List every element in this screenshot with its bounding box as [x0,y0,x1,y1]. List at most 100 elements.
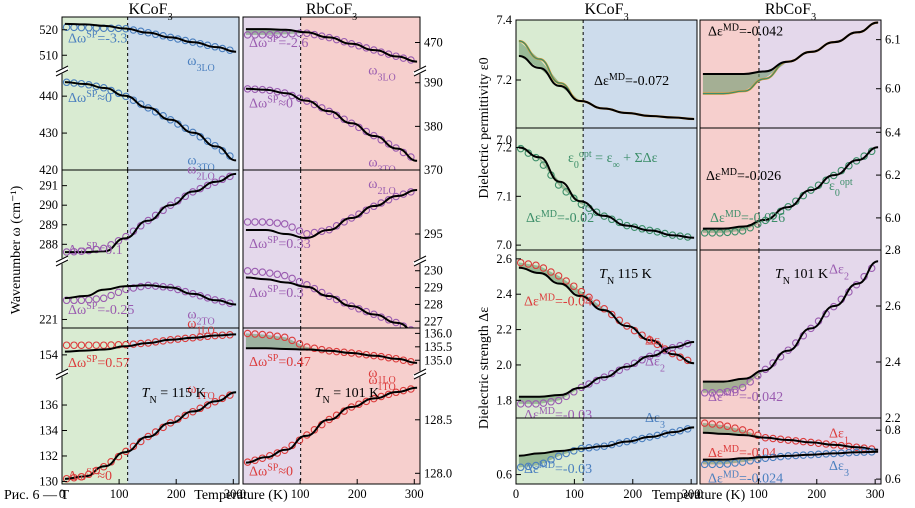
panel-k-deps-Δε1-point [562,277,570,285]
panel-k-lo1-xtick-label: 300 [224,487,243,501]
panel-k-lo3-seg0-ytick-label: 520 [39,23,58,37]
panel-rb-lo1-LO1-note: ΔωSP=0.47 [249,353,311,371]
panel-rb-lo3-break-bg [412,65,428,77]
panel-rb-eps0opt-point [769,212,777,220]
panel-k-deps-Δε1-note: ΔεMD=-0.04 [524,292,592,310]
panel-k-lo3-TO3-point [151,108,160,116]
panel-k-lo2-LO2-point [203,181,212,190]
panel-k-lo3-break-mark [55,65,69,73]
panel-rb-lo1-seg1-ytick-label: 128.5 [424,413,452,427]
panel-k-deps-Δε1-point [532,261,540,270]
panel-rb-deps3-Δε1-point [723,422,732,431]
panel-k-deps3-Δε3-point [570,447,578,455]
panel-rb-deps3-Δε1-point [708,420,717,428]
panel-rb-lo2-TO2-point [280,271,289,280]
panel-k-lo3-TO3-label: ω3TO [187,153,214,173]
panel-k-lo3-TO3-fit-line [64,81,237,162]
panel-rb-lo2-LO2-note: ΔωSP=0.33 [249,235,311,253]
panel-rb-deps3-frame [699,417,882,485]
panel-k-lo2-TO2-point [85,296,93,304]
panel-k-lo2-LO2-label: ω2LO [187,163,215,183]
panel-rb-eps0opt-point [731,227,739,236]
panel-k-lo1-LO1-fit-line [64,333,237,353]
panel-k-lo1-seg1-ytick-label: 132 [39,449,58,463]
panel-k-lo1-break-mark [55,372,69,380]
panel-rb-lo3-TO3-point [362,127,371,136]
panel-rb-eps0opt-point [860,152,868,160]
panel-k-eps0opt-ytick-label: 7.0 [496,238,512,252]
panel-rb-lo2-LO2-point [251,218,259,226]
panel-rb-lo1-LO1-point [243,329,252,338]
panel-k-lo1-xtick-label: 100 [110,487,129,501]
panel-rb-deps3-Δε1-point [754,431,762,440]
panel-rb-deps3-Δε1-point [700,419,709,427]
panel-rb-lo1-TO1-point [332,411,341,420]
panel-rb-lo1-TO1-point [251,456,259,464]
panel-k-lo3-TO3-point [203,137,212,145]
panel-rb-eps0opt-ytick-label: 6.2 [885,168,901,182]
panel-k-lo2-LO2-point [114,237,123,245]
panel-rb-lo1-LO1-point [273,332,282,341]
panel-rb-deps3-xtick-label: 100 [749,487,768,501]
panel-rb-lo2-LO2-point [295,227,304,235]
panel-k-lo2-TO2-point [92,295,101,303]
panel-k-lo2-seg1-ytick-label: 221 [39,312,58,326]
panel-rb-lo3-seg1-ytick-label: 390 [424,76,443,90]
panel-rb-lo2-pm-shade [300,170,420,328]
right-ylabel-bottom: Dielectric strength Δε [477,307,492,429]
panel-rb-lo3-TO3-point [332,111,341,120]
panel-k-eps0-note: ΔεMD=-0.072 [594,72,669,90]
panel-k-lo1-LO1-point [62,341,71,349]
panel-rb-lo3-LO3-point [266,30,274,39]
panel-rb-lo3-LO3-point [258,31,267,39]
panel-rb-deps-tn-label: TN 101 K [775,267,828,287]
panel-k-lo1-LO1-point [77,341,86,349]
panel-k-deps3-Δε3-point [516,463,525,472]
panel-rb-deps3-Δε3-point [708,460,717,469]
panel-rb-lo2-seg1-ytick-label: 229 [424,281,443,295]
left-title-rbcof3: RbCoF3 [306,1,357,23]
right-title-rbcof3: RbCoF3 [765,1,816,23]
panel-rb-lo3-seg1-ytick-label: 380 [424,119,443,133]
panel-rb-eps0opt-point [708,229,717,237]
panel-rb-lo3-seg0-ytick-label: 470 [424,36,443,50]
panel-k-deps-Δε2-point [539,399,548,407]
panel-k-deps3-xtick-label: 200 [623,487,642,501]
panel-rb-lo2-TO2-point [295,277,304,286]
panel-rb-lo1-frame [242,327,421,485]
panel-k-lo2-LO2-point [92,245,101,254]
panel-k-deps3-Δε3-point [524,462,533,471]
panel-k-lo1-LO1-label: ω1LO [187,317,215,337]
panel-rb-lo1-TO1-label: ω1TO [368,373,395,393]
panel-k-lo3-seg1-ytick-label: 420 [39,163,58,177]
panel-rb-deps3-Δε3-point [700,460,709,469]
panel-rb-eps0opt-note2: ΔεMD=-0.026 [706,167,781,185]
panel-rb-deps-Δε2-point [723,387,732,396]
panel-k-lo1-break-mark [55,368,69,376]
panel-k-lo1-LO1-point [114,341,123,349]
panel-rb-lo1-xtick-label: 0 [240,487,246,501]
panel-k-eps0-fit-line [518,55,695,120]
panel-k-deps-tn-label: TN 115 K [599,267,652,287]
panel-k-deps-Δε1-point [516,258,525,267]
panel-k-lo1-frame [61,327,240,485]
panel-k-deps-ytick-label: 2.0 [496,358,512,372]
panel-rb-deps3-xtick-label: 300 [866,487,885,501]
panel-k-deps-Δε2-label: Δε2 [645,354,665,374]
panel-rb-lo1-seg0-ytick-label: 136.0 [424,326,452,340]
panel-rb-lo2-TO2-point [303,281,311,289]
panel-rb-deps-Δε2-point [716,389,724,397]
panel-rb-lo1-seg1-ytick-label: 128.0 [424,466,452,480]
panel-k-lo1-seg1-ytick-label: 134 [39,424,59,438]
panel-k-deps3-Δε3-point [554,452,563,461]
panel-k-deps-Δε2-fit-line [518,341,695,398]
panel-k-lo1-xtick-label: 0 [59,487,65,501]
panel-rb-lo2-break-mark [413,255,427,263]
panel-k-eps0-ytick-label: 7.2 [496,73,512,87]
panel-rb-eps0opt-point [716,229,724,237]
panel-rb-lo3-break-mark [413,65,427,73]
panel-rb-lo3-TO3-point [310,100,319,109]
panel-k-lo2-seg0-ytick-label: 291 [39,179,58,193]
panel-k-deps-ytick-label: 2.4 [496,287,512,301]
left-ylabel: Wavenumber ω (cm⁻¹) [9,185,24,314]
